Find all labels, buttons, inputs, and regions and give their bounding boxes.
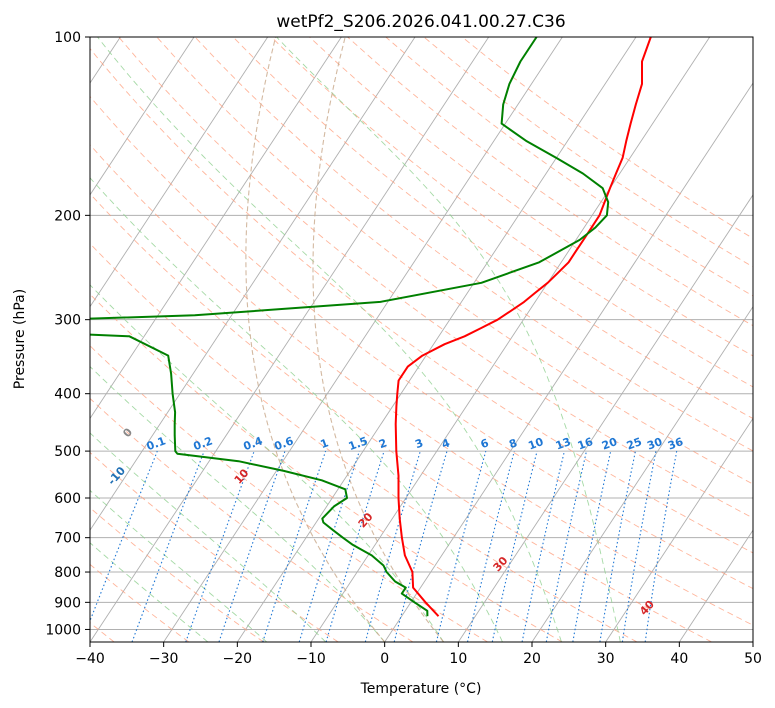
mixing-ratio-label: 10: [526, 435, 545, 453]
mixing-ratio-label: 2: [377, 436, 389, 451]
dry-adiabat-line: [90, 293, 563, 642]
dry-adiabat-line: [90, 345, 488, 642]
moist-adiabat-line: [90, 365, 386, 642]
mixing-ratio-label: 13: [554, 435, 573, 452]
moist-adiabat-line: [90, 432, 327, 642]
isotherm-line: [236, 37, 637, 642]
dry-adiabat-line: [90, 47, 753, 554]
dry-adiabat-line: [90, 507, 264, 642]
moist-adiabat-line: [90, 284, 444, 642]
mixing-ratio-line: [521, 450, 565, 642]
isotherm-line: [90, 37, 269, 308]
mixing-ratio-label: 0.2: [192, 434, 215, 453]
mixing-ratio-label: 20: [600, 435, 619, 453]
mixing-ratio-line: [131, 450, 205, 642]
isotherm-line: [678, 529, 753, 642]
x-tick-label: 50: [744, 651, 762, 667]
mixing-ratio-line: [435, 450, 487, 642]
x-tick-label: −10: [296, 651, 326, 667]
moist-adiabat-line: [97, 37, 562, 642]
y-tick-label: 600: [54, 491, 81, 507]
dry-adiabat-line: [194, 37, 753, 452]
mixing-ratio-label: 1.5: [347, 434, 370, 453]
dry-adiabat-line: [347, 37, 753, 327]
y-axis-label: Pressure (hPa): [12, 289, 28, 389]
mixing-ratio-line: [298, 450, 360, 642]
y-tick-label: 900: [54, 595, 81, 611]
mixing-ratio-line: [185, 450, 255, 642]
y-tick-label: 1000: [45, 622, 81, 638]
mixing-ratio-label: 30: [645, 435, 664, 453]
background-lines: [90, 37, 753, 642]
plot-frame: [89, 36, 754, 643]
isotherm-line: [90, 37, 490, 642]
mixing-ratio-label: 4: [440, 436, 452, 451]
y-tick-label: 200: [54, 208, 81, 224]
mixing-ratio-line: [364, 450, 421, 642]
isotherm-line: [752, 641, 753, 642]
x-tick-label: −40: [75, 651, 105, 667]
moist-adiabat-line: [90, 542, 209, 642]
chart-title: wetPf2_S206.2026.041.00.27.C36: [276, 12, 565, 32]
x-tick-label: −20: [223, 651, 253, 667]
y-tick-label: 100: [54, 30, 81, 46]
isotherm-line: [90, 37, 342, 420]
dry-adiabat-line: [118, 37, 753, 519]
isotherm-line: [163, 37, 563, 642]
moist-adiabat-line: [90, 489, 268, 642]
mixing-ratio-line: [262, 450, 327, 642]
mixing-ratio-line: [218, 450, 286, 642]
mixing-ratio-label: 16: [576, 435, 595, 453]
y-tick-label: 700: [54, 531, 81, 547]
mixing-ratio-line: [325, 450, 385, 642]
isotherm-line: [605, 417, 753, 642]
mixing-ratio-label: 25: [625, 435, 644, 452]
moist-adiabat-line: [276, 37, 621, 642]
x-tick-label: 30: [597, 651, 615, 667]
isotherm-line: [457, 194, 753, 642]
axes: −40 −30 −20 −10 0 10 20 30 40 50 1000 900 800 700 600 5…: [45, 30, 762, 667]
mixing-ratio-line: [393, 450, 448, 642]
x-axis-label: Temperature (°C): [360, 681, 482, 697]
wetbulb-curve: [245, 37, 386, 642]
x-tick-label: 10: [449, 651, 467, 667]
mixing-ratio-line: [466, 450, 515, 642]
dry-adiabat-line: [90, 95, 753, 590]
plot-background: [90, 37, 753, 642]
mixing-ratio-label: 0.1: [145, 434, 168, 453]
mixing-ratio-label: 6: [479, 436, 491, 451]
temperature-profile: [394, 37, 652, 617]
isotherm-line: [384, 82, 753, 642]
profile-series: [90, 37, 652, 617]
mixing-ratio-label: 36: [666, 435, 685, 453]
dry-adiabat-line: [90, 144, 753, 626]
mixing-ratio-label: 0.6: [272, 434, 295, 453]
x-tick-label: 0: [380, 651, 389, 667]
x-tick-label: 40: [670, 651, 688, 667]
mixing-ratio-line: [644, 451, 678, 642]
y-tick-label: 300: [54, 313, 81, 329]
mixing-ratio-label: 8: [507, 436, 519, 451]
x-tick-label: 20: [523, 651, 541, 667]
mixing-ratio-label: 3: [413, 436, 425, 451]
mixing-ratio-label: 0.4: [242, 434, 265, 453]
moist-adiabat-line: [90, 177, 503, 642]
isotherm-line: [531, 305, 753, 642]
mixing-ratio-label: 1: [319, 436, 331, 451]
y-tick-label: 400: [54, 387, 81, 403]
y-tick-label: 800: [54, 565, 81, 581]
isotherm-line: [90, 37, 416, 532]
dry-adiabat-line: [232, 37, 753, 420]
dewpoint-profile: [90, 37, 610, 617]
x-tick-label: −30: [149, 651, 179, 667]
isotherm-line: [90, 37, 195, 196]
dry-adiabat-label: -20: [0, 415, 16, 439]
dry-adiabat-line: [156, 37, 753, 485]
dry-adiabat-line: [385, 37, 753, 297]
mixing-ratio-line: [90, 450, 158, 623]
y-tick-label: 500: [54, 444, 81, 460]
mixing-ratio-line: [491, 450, 538, 642]
